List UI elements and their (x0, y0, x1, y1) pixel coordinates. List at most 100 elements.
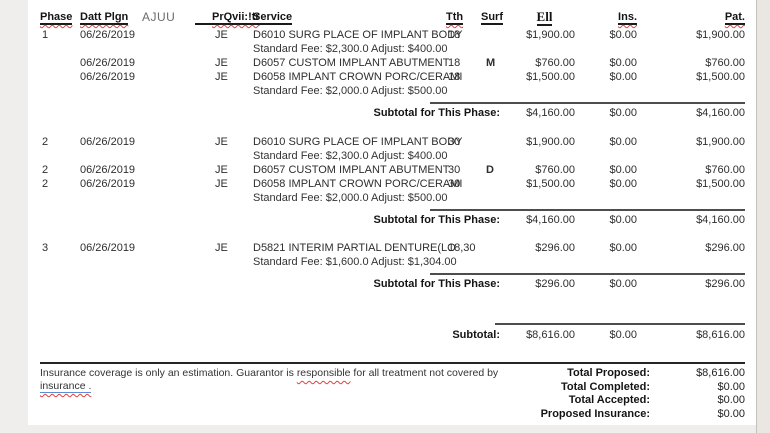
cell-date: 06/26/2019 (80, 136, 136, 148)
phase-3-section: 3 06/26/2019 JE D5821 INTERIM PARTIAL DE… (40, 241, 745, 291)
cell-tooth: 30 (448, 178, 461, 190)
col-header-date: Datt Plgn (80, 10, 142, 26)
cell-patient: $1,900.00 (696, 29, 745, 41)
spellcheck-squiggle: Ins. (618, 11, 637, 25)
cell-phase: 3 (42, 242, 49, 254)
cell-ajuu (142, 28, 195, 42)
cell-phase: 2 (42, 178, 49, 190)
cell-fee: $1,500.00 (526, 178, 575, 190)
cell-insurance: $0.00 (609, 178, 637, 190)
cell-fee: $1,500.00 (526, 71, 575, 83)
total-accepted-label: Total Accepted: (568, 394, 650, 406)
col-header-service-label: Service (253, 11, 293, 25)
cell-tooth: 18 (448, 71, 461, 83)
totals-row: Proposed Insurance: $0.00 (520, 408, 745, 422)
cell-service: D5821 INTERIM PARTIAL DENTURE(LO (253, 242, 456, 254)
insurance-link[interactable]: insurance . (40, 380, 92, 393)
subtotal-insurance: $0.00 (609, 278, 637, 290)
total-completed-value: $0.00 (717, 380, 745, 393)
standard-fee-note: Standard Fee: $2,300.0 Adjust: $400.00 (253, 150, 448, 162)
spellcheck-squiggle: PrQvii:!tr (195, 11, 260, 25)
cell-ajuu (142, 163, 195, 177)
totals-row: Total Completed: $0.00 (520, 381, 745, 395)
cell-insurance: $0.00 (609, 71, 637, 83)
cell-fee: $760.00 (535, 57, 575, 69)
disclaimer-text: Insurance coverage is only an estimation… (40, 367, 297, 379)
subtotal-patient: $4,160.00 (696, 107, 745, 119)
total-completed-label: Total Completed: (560, 380, 650, 393)
col-header-provider-label: PrQvii:!tr (195, 11, 260, 25)
subtotal-rule (430, 209, 745, 211)
cell-insurance: $0.00 (609, 136, 637, 148)
spellcheck-squiggle: Tth (446, 11, 464, 25)
cell-surface (478, 177, 512, 191)
cell-provider: JE (215, 164, 228, 176)
subtotal-patient: $296.00 (705, 278, 745, 290)
col-header-phase-label: Phase (40, 11, 73, 25)
cell-insurance: $0.00 (609, 57, 637, 69)
phase-subtotal-label: Subtotal for This Phase: (373, 214, 500, 226)
cell-ajuu (142, 241, 195, 255)
cell-patient: $1,900.00 (696, 136, 745, 148)
col-header-service: Service (253, 10, 443, 26)
table-row: 06/26/2019 JE D6057 CUSTOM IMPLANT ABUTM… (40, 56, 745, 70)
col-header-provider: PrQvii:!tr (195, 10, 260, 26)
subtotal-fee: $296.00 (535, 278, 575, 290)
cell-date: 06/26/2019 (80, 29, 136, 41)
cell-fee: $1,900.00 (526, 29, 575, 41)
cell-date: 06/26/2019 (80, 71, 136, 83)
cell-provider: JE (215, 136, 228, 148)
cell-surface (478, 135, 512, 149)
totals-row: Total Accepted: $0.00 (520, 394, 745, 408)
cell-date: 06/26/2019 (80, 57, 136, 69)
cell-insurance: $0.00 (609, 29, 637, 41)
treatment-plan-page: Phase Datt Plgn AJUU PrQvii:!tr Service … (28, 0, 756, 425)
cell-provider: JE (215, 178, 228, 190)
table-row: 2 06/26/2019 JE D6058 IMPLANT CROWN PORC… (40, 177, 745, 191)
phase-subtotal-row: Subtotal for This Phase: $4,160.00 $0.00… (40, 106, 745, 120)
spellcheck-squiggle: Phase (40, 11, 73, 25)
cell-date: 06/26/2019 (80, 178, 136, 190)
cell-service: D6057 CUSTOM IMPLANT ABUTMENT (253, 57, 450, 69)
standard-fee-note: Standard Fee: $2,000.0 Adjust: $500.00 (253, 192, 448, 204)
phase-subtotal-label: Subtotal for This Phase: (373, 278, 500, 290)
cell-ajuu (142, 56, 195, 70)
footer-columns: Insurance coverage is only an estimation… (40, 367, 745, 421)
window-right-gutter (756, 0, 770, 433)
subtotal-rule (430, 273, 745, 275)
cell-patient: $760.00 (705, 164, 745, 176)
cell-phase: 2 (42, 136, 49, 148)
table-row: 06/26/2019 JE D6058 IMPLANT CROWN PORC/C… (40, 70, 745, 84)
totals-block: Total Proposed: $8,616.00 Total Complete… (520, 367, 745, 421)
grand-subtotal-insurance: $0.00 (609, 329, 637, 341)
subtotal-patient: $4,160.00 (696, 214, 745, 226)
table-row: 2 06/26/2019 JE D6057 CUSTOM IMPLANT ABU… (40, 163, 745, 177)
cell-insurance: $0.00 (609, 242, 637, 254)
cell-fee: $1,900.00 (526, 136, 575, 148)
cell-tooth: 18,30 (448, 242, 476, 254)
col-header-tooth-label: Tth (446, 11, 464, 25)
cell-date: 06/26/2019 (80, 242, 136, 254)
grand-subtotal-fee: $8,616.00 (526, 329, 575, 341)
table-header-row: Phase Datt Plgn AJUU PrQvii:!tr Service … (40, 9, 745, 26)
col-header-surface: Surf (478, 10, 512, 26)
col-header-tooth: Tth (443, 10, 478, 26)
cell-phase (40, 56, 80, 70)
cell-service: D6010 SURG PLACE OF IMPLANT BODY (253, 136, 463, 148)
spellcheck-squiggle: Pat. (724, 11, 745, 25)
cell-service: D6010 SURG PLACE OF IMPLANT BODY (253, 29, 463, 41)
cell-fee: $296.00 (535, 242, 575, 254)
col-header-date-label: Datt Plgn (80, 11, 129, 25)
grand-subtotal-label: Subtotal: (452, 329, 500, 341)
subtotal-fee: $4,160.00 (526, 214, 575, 226)
cell-surface (478, 70, 512, 84)
phase-2-section: 2 06/26/2019 JE D6010 SURG PLACE OF IMPL… (40, 135, 745, 227)
cell-provider: JE (215, 242, 228, 254)
cell-ajuu (142, 135, 195, 149)
phase-subtotal-label: Subtotal for This Phase: (373, 107, 500, 119)
cell-surface (478, 28, 512, 42)
standard-fee-note: Standard Fee: $2,300.0 Adjust: $400.00 (253, 43, 448, 55)
cell-tooth: 30 (448, 164, 461, 176)
col-header-insurance-label: Ins. (618, 11, 637, 25)
grand-subtotal-patient: $8,616.00 (696, 329, 745, 341)
